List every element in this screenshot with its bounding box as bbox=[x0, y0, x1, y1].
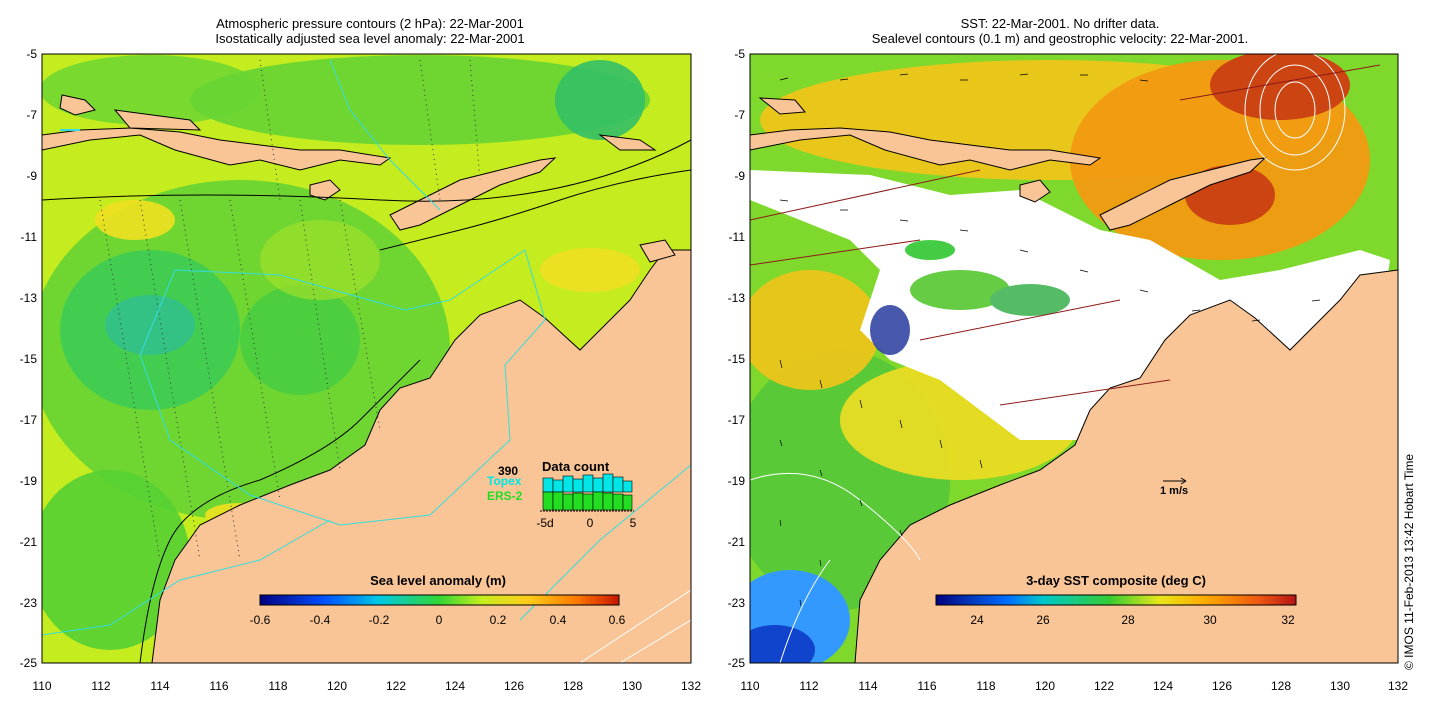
cb-tick: 32 bbox=[1281, 613, 1295, 627]
left-map: -5 -7 -9 -11 -13 -15 -17 -19 -21 -23 -25… bbox=[20, 47, 702, 693]
right-y-axis: -5 -7 -9 -11 -13 -15 -17 -19 -21 -23 -25 bbox=[728, 47, 746, 670]
y-tick-label: -17 bbox=[20, 413, 38, 427]
x-tick-label: 118 bbox=[976, 679, 995, 693]
cb-tick: 0.6 bbox=[609, 613, 626, 627]
x-tick-label: 116 bbox=[209, 679, 228, 693]
x-tick-label: 124 bbox=[445, 679, 465, 693]
cb-tick: -0.6 bbox=[250, 613, 271, 627]
x-tick-label: 130 bbox=[622, 679, 642, 693]
cb-tick: 26 bbox=[1036, 613, 1050, 627]
y-tick-label: -25 bbox=[20, 656, 38, 670]
velocity-scale-label: 1 m/s bbox=[1160, 485, 1188, 497]
left-y-axis: -5 -7 -9 -11 -13 -15 -17 -19 -21 -23 -25 bbox=[20, 47, 38, 670]
y-tick-label: -21 bbox=[728, 535, 746, 549]
left-title-line2: Isostatically adjusted sea level anomaly… bbox=[215, 31, 525, 46]
right-australia-land bbox=[854, 269, 1398, 663]
x-tick-label: 112 bbox=[799, 679, 818, 693]
left-colorbar: Sea level anomaly (m) -0.6 -0.4 -0.2 0 0… bbox=[250, 573, 626, 627]
inset-sat1: Topex bbox=[487, 474, 522, 488]
y-tick-label: -13 bbox=[728, 291, 746, 305]
y-tick-label: -19 bbox=[728, 474, 746, 488]
y-tick-label: -19 bbox=[20, 474, 38, 488]
inset-sat2: ERS-2 bbox=[487, 489, 523, 503]
y-tick-label: -17 bbox=[728, 413, 746, 427]
x-tick-label: 130 bbox=[1330, 679, 1350, 693]
x-tick-label: 120 bbox=[1035, 679, 1055, 693]
y-tick-label: -7 bbox=[26, 108, 37, 122]
y-tick-label: -15 bbox=[728, 352, 746, 366]
y-tick-label: -11 bbox=[729, 230, 746, 244]
left-x-axis: 110 112 114 116 118 120 122 124 126 128 … bbox=[32, 679, 701, 693]
x-tick-label: 112 bbox=[91, 679, 110, 693]
y-tick-label: -5 bbox=[734, 47, 745, 61]
cb-tick: 28 bbox=[1121, 613, 1135, 627]
x-tick-label: 114 bbox=[150, 679, 169, 693]
y-tick-label: -9 bbox=[26, 169, 37, 183]
x-tick-label: 120 bbox=[327, 679, 347, 693]
x-tick-label: 122 bbox=[1094, 679, 1114, 693]
x-tick-label: 132 bbox=[681, 679, 701, 693]
y-tick-label: -23 bbox=[20, 596, 38, 610]
x-tick-label: 114 bbox=[858, 679, 877, 693]
x-tick-label: 116 bbox=[917, 679, 936, 693]
right-colorbar: 3-day SST composite (deg C) 24 26 28 30 … bbox=[935, 573, 1297, 627]
cb-tick: 0.2 bbox=[490, 613, 507, 627]
inset-xtick: -5d bbox=[536, 516, 553, 530]
x-tick-label: 132 bbox=[1388, 679, 1408, 693]
x-tick-label: 110 bbox=[740, 679, 759, 693]
data-count-inset: 390 Data count Topex ERS-2 -5d 0 5 bbox=[487, 459, 637, 530]
y-tick-label: -21 bbox=[20, 535, 38, 549]
right-title-line2: Sealevel contours (0.1 m) and geostrophi… bbox=[871, 31, 1249, 46]
y-tick-label: -5 bbox=[26, 47, 37, 61]
copyright-notice: © IMOS 11-Feb-2013 13:42 Hobart Time bbox=[1402, 453, 1416, 670]
right-title-line1: SST: 22-Mar-2001. No drifter data. bbox=[960, 16, 1160, 31]
right-map: -5 -7 -9 -11 -13 -15 -17 -19 -21 -23 -25… bbox=[728, 47, 1409, 693]
x-tick-label: 110 bbox=[32, 679, 51, 693]
inset-xtick: 0 bbox=[587, 516, 594, 530]
velocity-arrows bbox=[779, 73, 1321, 607]
y-tick-label: -11 bbox=[21, 230, 38, 244]
right-colorbar-title: 3-day SST composite (deg C) bbox=[1026, 573, 1206, 588]
left-australia-land bbox=[151, 249, 691, 663]
cb-tick: 0.4 bbox=[550, 613, 567, 627]
cb-tick: 24 bbox=[970, 613, 984, 627]
left-colorbar-title: Sea level anomaly (m) bbox=[370, 573, 506, 588]
x-tick-label: 122 bbox=[386, 679, 406, 693]
right-x-axis: 110 112 114 116 118 120 122 124 126 128 … bbox=[740, 679, 1408, 693]
x-tick-label: 118 bbox=[268, 679, 287, 693]
y-tick-label: -9 bbox=[734, 169, 745, 183]
x-tick-label: 128 bbox=[1271, 679, 1291, 693]
inset-count: 390 bbox=[498, 464, 518, 478]
left-title-line1: Atmospheric pressure contours (2 hPa): 2… bbox=[216, 16, 524, 31]
inset-bars bbox=[542, 473, 633, 511]
inset-xtick: 5 bbox=[630, 516, 637, 530]
y-tick-label: -7 bbox=[734, 108, 745, 122]
y-tick-label: -15 bbox=[20, 352, 38, 366]
y-tick-label: -13 bbox=[20, 291, 38, 305]
cb-tick: -0.4 bbox=[310, 613, 331, 627]
inset-title: Data count bbox=[542, 459, 610, 474]
cb-tick: -0.2 bbox=[369, 613, 390, 627]
x-tick-label: 126 bbox=[504, 679, 524, 693]
y-tick-label: -23 bbox=[728, 596, 746, 610]
velocity-scale: 1 m/s bbox=[1160, 477, 1188, 497]
cb-tick: 30 bbox=[1203, 613, 1217, 627]
x-tick-label: 128 bbox=[563, 679, 583, 693]
x-tick-label: 124 bbox=[1153, 679, 1173, 693]
x-tick-label: 126 bbox=[1212, 679, 1232, 693]
cb-tick: 0 bbox=[436, 613, 443, 627]
y-tick-label: -25 bbox=[728, 656, 746, 670]
